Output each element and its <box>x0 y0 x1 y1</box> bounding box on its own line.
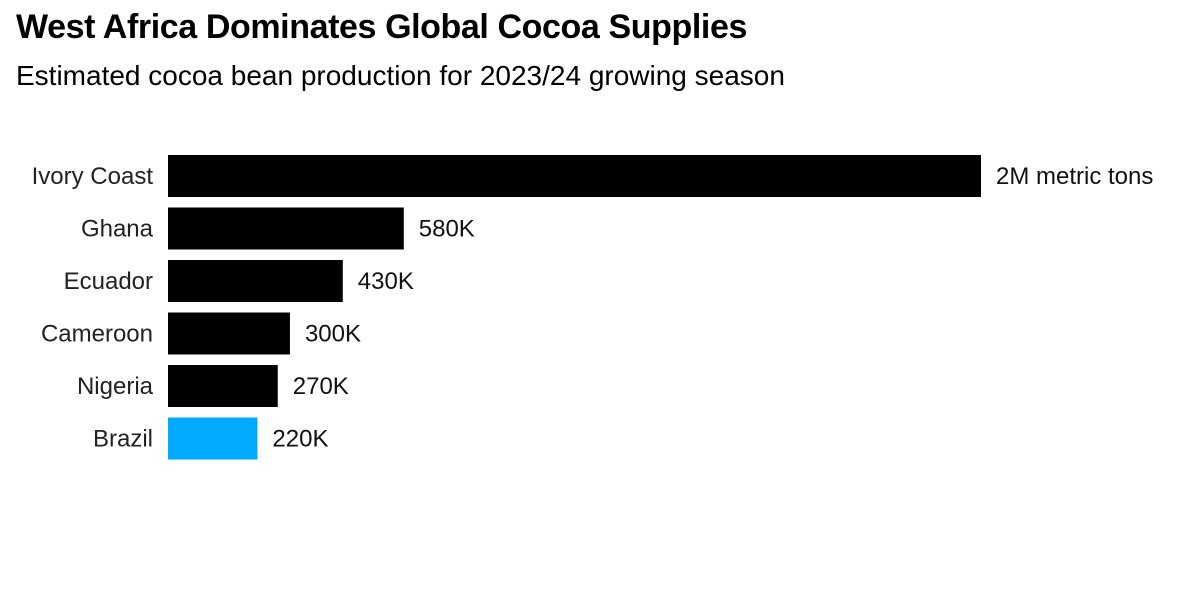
category-label-brazil: Brazil <box>93 426 153 453</box>
bar-brazil <box>168 417 258 460</box>
bars-group <box>168 155 981 460</box>
category-label-nigeria: Nigeria <box>77 373 154 400</box>
chart-title: West Africa Dominates Global Cocoa Suppl… <box>16 8 747 46</box>
value-label-ivory-coast: 2M metric tons <box>996 163 1153 190</box>
value-label-nigeria: 270K <box>293 373 349 400</box>
bar-ghana <box>168 207 404 250</box>
bar-ecuador <box>168 260 343 302</box>
bar-cameroon <box>168 312 290 355</box>
value-label-brazil: 220K <box>272 426 328 453</box>
bar-nigeria <box>168 365 278 407</box>
category-label-ivory-coast: Ivory Coast <box>32 163 154 190</box>
value-label-cameroon: 300K <box>305 321 361 348</box>
category-label-ecuador: Ecuador <box>64 268 153 295</box>
labels-group: Ivory Coast 2M metric tons Ghana 580K Ecuado… <box>32 163 1154 453</box>
value-label-ecuador: 430K <box>358 268 414 295</box>
value-label-ghana: 580K <box>419 216 475 243</box>
category-label-cameroon: Cameroon <box>41 321 153 348</box>
chart-subtitle: Estimated cocoa bean production for 2023… <box>16 60 785 91</box>
bar-ivory-coast <box>168 155 981 197</box>
category-label-ghana: Ghana <box>81 216 154 243</box>
